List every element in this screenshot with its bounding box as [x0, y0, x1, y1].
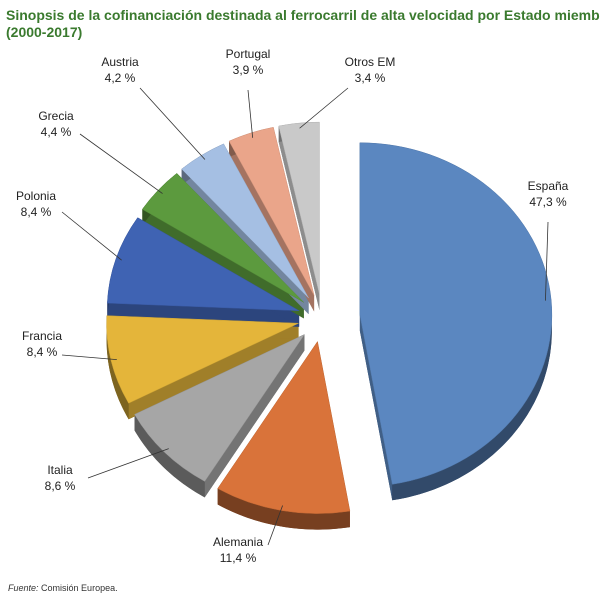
- slice-side: [359, 314, 393, 501]
- source-text: Comisión Europea.: [41, 583, 118, 593]
- slice-label: Grecia: [38, 109, 74, 123]
- slice: [278, 121, 320, 295]
- slice-value: 3,4 %: [355, 71, 386, 85]
- slice-value: 8,4 %: [27, 345, 58, 359]
- slice-label: Italia: [47, 463, 73, 477]
- source-label: Fuente:: [8, 583, 39, 593]
- slice: [359, 142, 553, 485]
- slice-label: Austria: [101, 55, 139, 69]
- slice-label: Polonia: [16, 189, 56, 203]
- slice-side: [229, 141, 315, 312]
- slice-side: [134, 414, 205, 498]
- slice-label: Alemania: [213, 535, 263, 549]
- leader-line: [139, 87, 206, 160]
- slice-side: [128, 323, 299, 420]
- slice-label: Otros EM: [345, 55, 396, 69]
- leader-line: [79, 133, 163, 194]
- slice-side: [217, 488, 350, 530]
- slice: [217, 340, 351, 514]
- slice-label: Portugal: [226, 47, 271, 61]
- leader-line: [299, 87, 349, 129]
- leader-line: [87, 448, 169, 479]
- leader-line: [267, 505, 283, 546]
- chart-title: (2000-2017): [6, 24, 82, 40]
- slice-value: 3,9 %: [233, 63, 264, 77]
- leader-line: [545, 221, 549, 301]
- slice-label: España: [528, 179, 569, 193]
- slice: [181, 143, 309, 299]
- slice-value: 8,4 %: [21, 205, 52, 219]
- slice-value: 4,2 %: [105, 71, 136, 85]
- slice: [134, 333, 306, 482]
- slice-label: Francia: [22, 329, 62, 343]
- source: Fuente: Comisión Europea.: [8, 583, 118, 593]
- slice-value: 8,6 %: [45, 479, 76, 493]
- slice: [228, 126, 315, 296]
- slice-value: 4,4 %: [41, 125, 72, 139]
- leader-line: [247, 89, 254, 138]
- slice: [106, 315, 299, 404]
- slice-value: 11,4 %: [220, 551, 257, 565]
- chart-title: Sinopsis de la cofinanciación destinada …: [6, 7, 600, 23]
- slice-side: [204, 334, 305, 498]
- slice-side: [278, 126, 320, 311]
- slice: [107, 217, 300, 311]
- leader-line: [61, 211, 122, 261]
- slice-value: 47,3 %: [529, 195, 567, 209]
- leader-line: [61, 354, 117, 361]
